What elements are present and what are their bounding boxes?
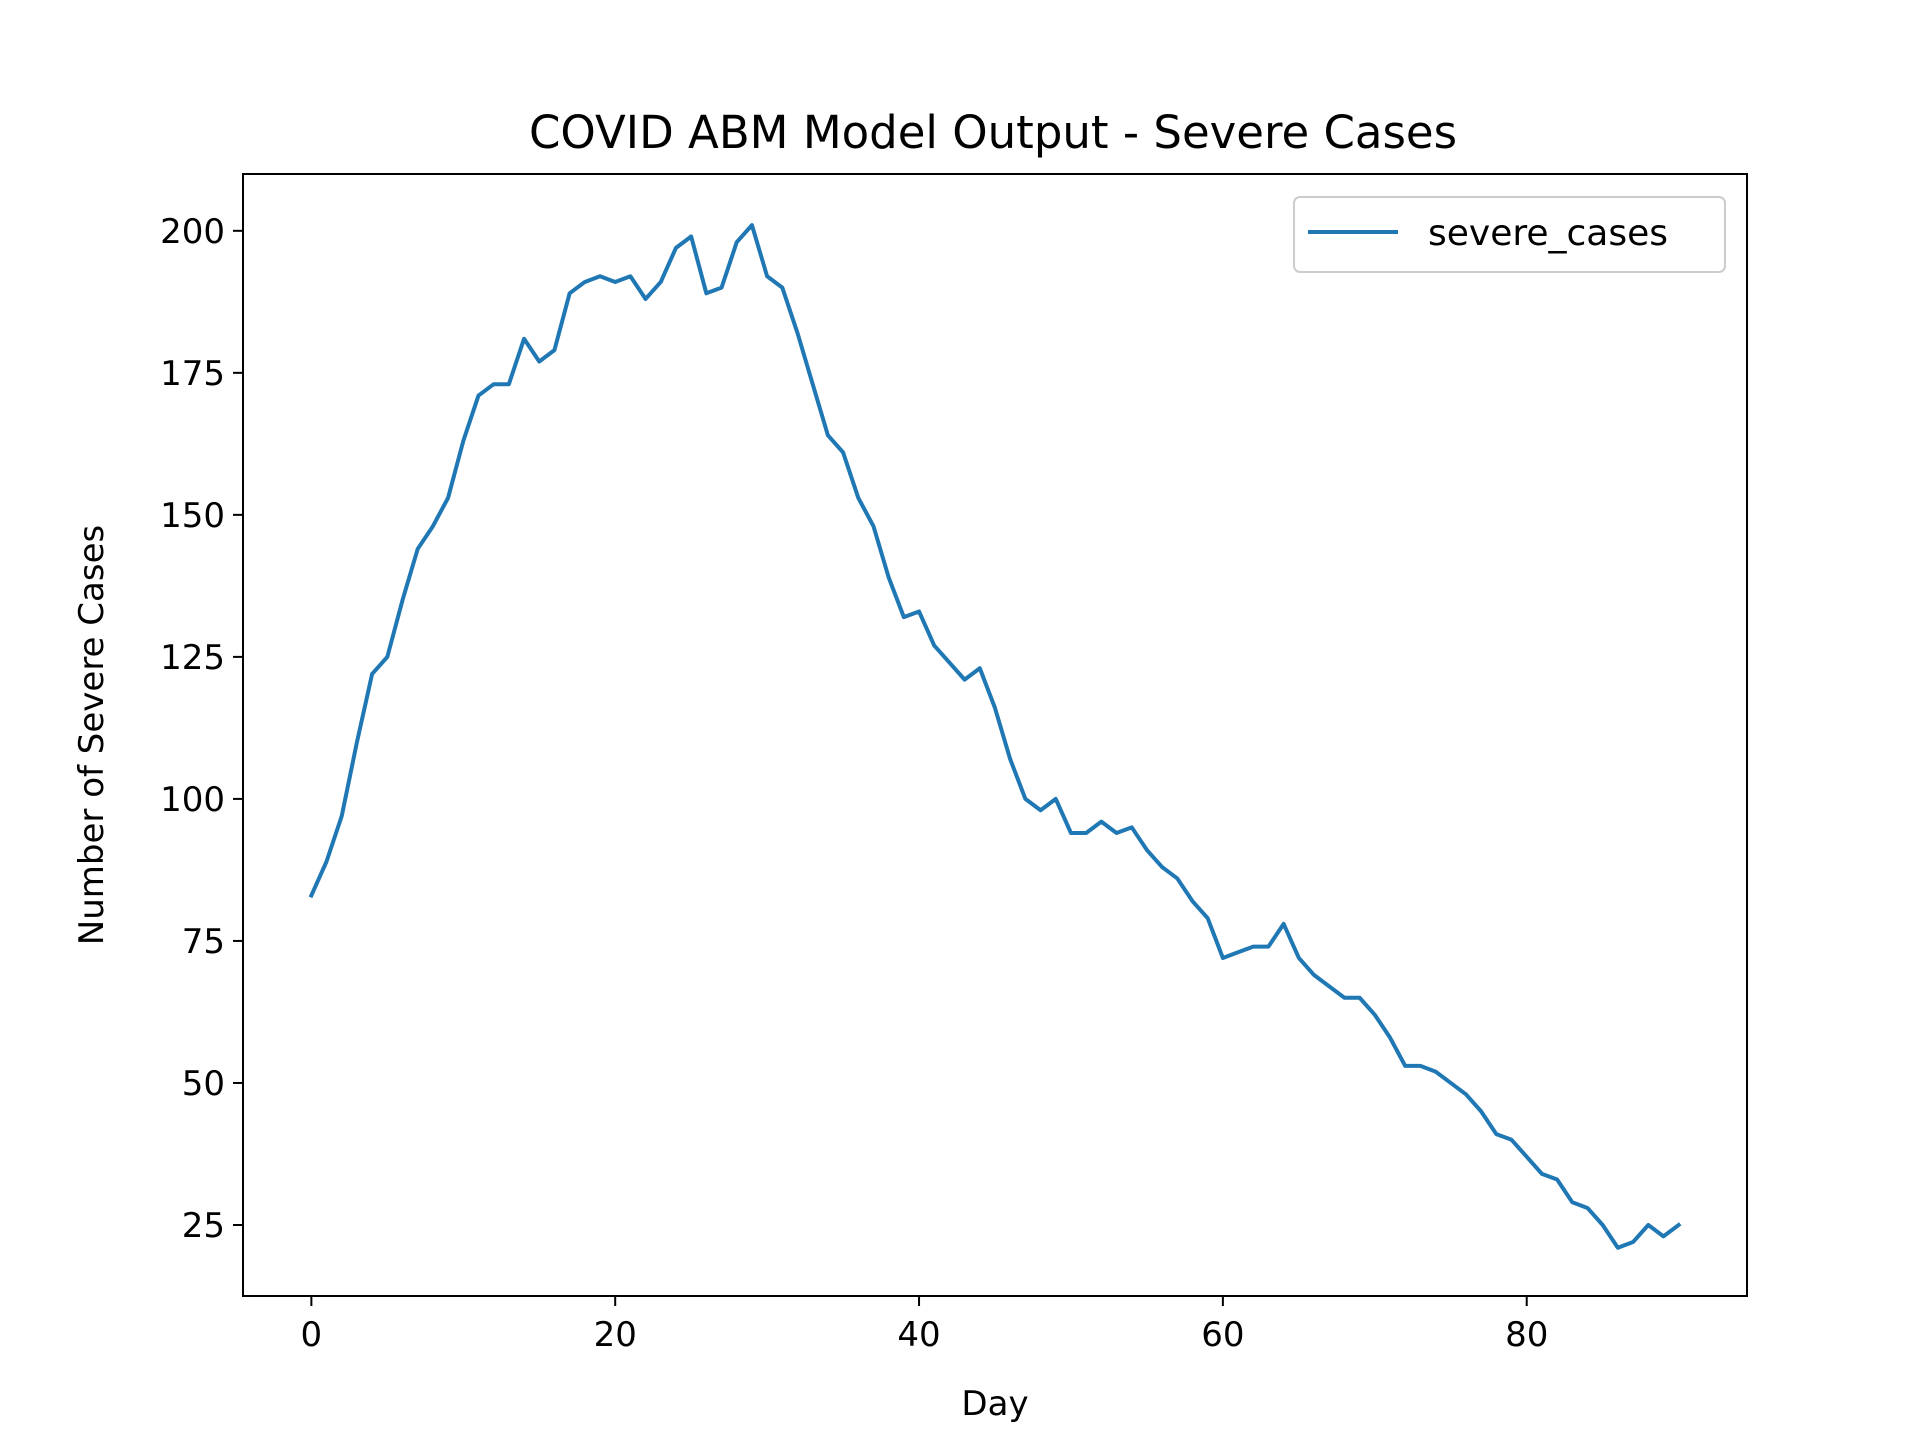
series-line-severe_cases [308, 223, 1682, 1250]
y-tick-label: 175 [160, 354, 225, 394]
y-tick-label: 200 [160, 212, 225, 252]
x-tick-label: 20 [594, 1315, 637, 1355]
y-axis-label: Number of Severe Cases [72, 525, 112, 945]
y-tick-label: 100 [160, 780, 225, 820]
y-axis: 25 50 75 100 125 150 175 200 [160, 212, 243, 1246]
legend-label: severe_cases [1428, 213, 1668, 254]
legend: severe_cases [1293, 196, 1726, 273]
x-axis-label: Day [961, 1384, 1028, 1424]
plot-frame [242, 173, 1748, 1297]
y-tick-label: 125 [160, 638, 225, 678]
legend-box [1293, 196, 1726, 273]
x-tick-label: 80 [1505, 1315, 1548, 1355]
x-tick-label: 60 [1201, 1315, 1244, 1355]
x-tick-label: 40 [897, 1315, 940, 1355]
x-tick-label: 0 [301, 1315, 323, 1355]
y-tick-label: 25 [182, 1206, 225, 1246]
x-axis: 0 20 40 60 80 [301, 1296, 1548, 1355]
y-tick-label: 50 [182, 1064, 225, 1104]
y-tick-label: 150 [160, 496, 225, 536]
chart-title: COVID ABM Model Output - Severe Cases [529, 106, 1457, 159]
plot-content [308, 223, 1682, 1250]
y-tick-label: 75 [182, 922, 225, 962]
